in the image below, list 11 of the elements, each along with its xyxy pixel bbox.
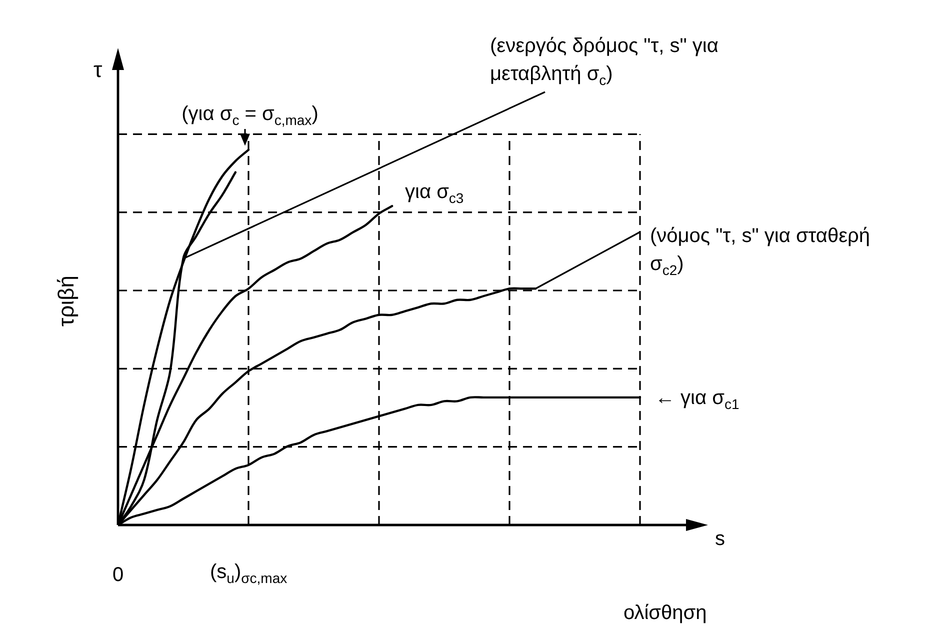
series-label: για σ$_{c3}$: [405, 180, 465, 208]
text: τ: [94, 56, 102, 84]
x-tick-label: 0: [112, 563, 124, 588]
y-axis-title: τριβή: [52, 275, 79, 326]
series-label: ← για σ$_{c1}$: [655, 386, 740, 414]
x-tick-label: (s$_{u}$)$_{σc,max}$: [210, 560, 288, 588]
text: (νόμος "τ, s" για σταθερή σ$_{c2}$): [650, 224, 872, 280]
series-label: (για σ$_{c}$ = σ$_{c,max}$): [180, 102, 320, 130]
x-axis-title: ολίσθηση: [624, 601, 707, 626]
text: s: [715, 527, 725, 552]
text: (ενεργός δρόμος "τ, s" για μεταβλητή σ$_{c}$): [490, 34, 720, 90]
